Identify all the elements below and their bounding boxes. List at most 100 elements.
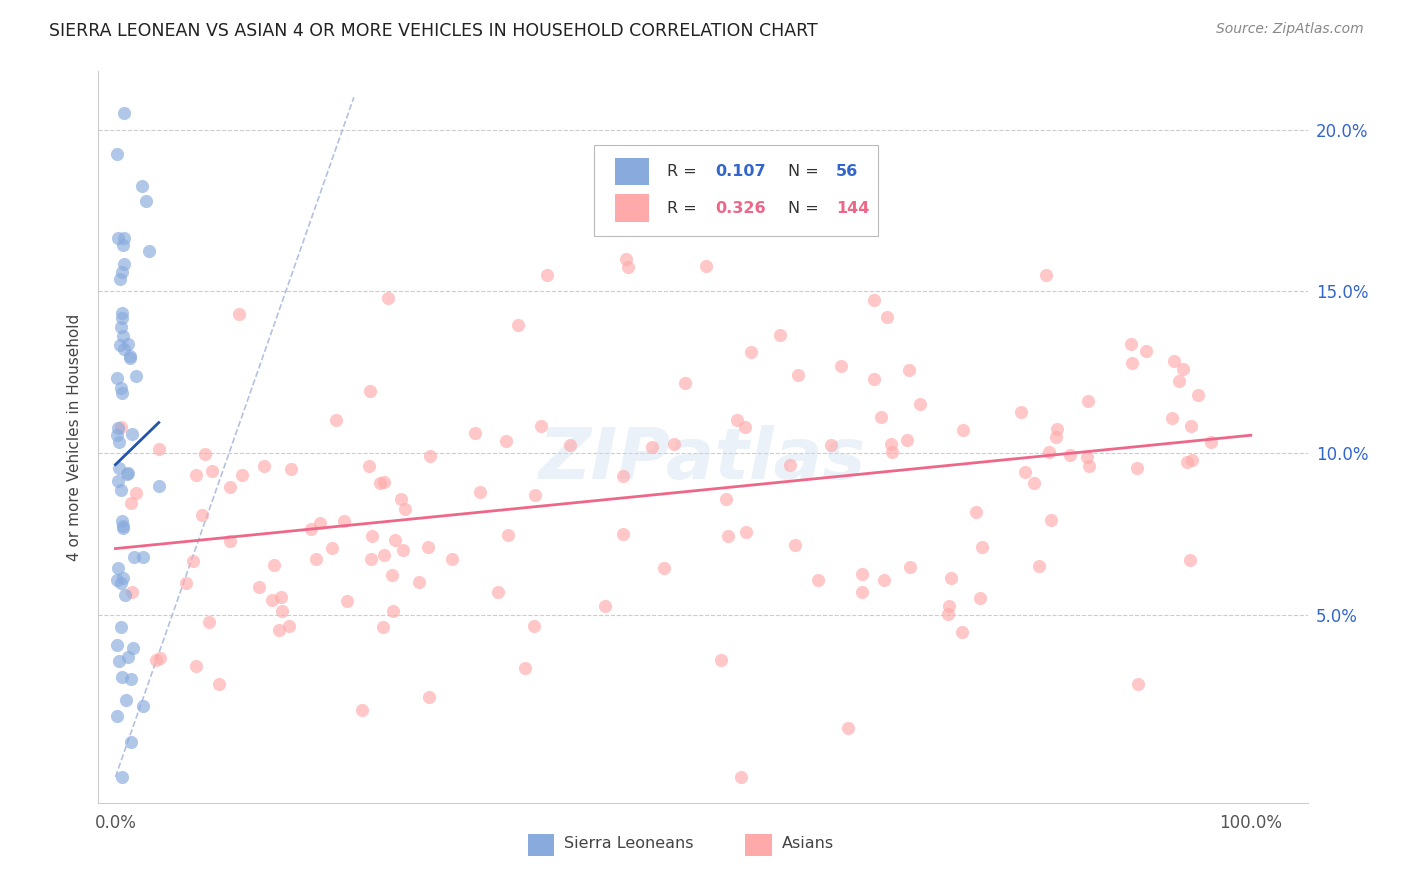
Point [371, 620, 394, 634]
Point [612, 527, 634, 541]
Point [970, 541, 993, 555]
Point [876, 310, 898, 325]
Point [969, 591, 991, 605]
Point [111, 310, 134, 325]
Point [695, 259, 717, 273]
Point [107, 474, 129, 488]
Point [110, 338, 132, 352]
Point [785, 538, 807, 552]
Point [125, 486, 148, 500]
Point [898, 363, 921, 377]
Point [368, 475, 391, 490]
Point [184, 658, 207, 673]
Point [873, 573, 896, 587]
Point [122, 549, 145, 564]
Point [1038, 445, 1060, 459]
Point [201, 464, 224, 478]
Point [1180, 419, 1202, 434]
Y-axis label: 4 or more Vehicles in Household: 4 or more Vehicles in Household [67, 313, 83, 561]
Point [938, 599, 960, 614]
Point [270, 590, 292, 604]
Point [851, 584, 873, 599]
Point [1160, 410, 1182, 425]
Point [1035, 268, 1057, 283]
Point [111, 670, 134, 684]
Point [112, 342, 135, 356]
Point [506, 318, 529, 332]
Text: 0.107: 0.107 [716, 164, 766, 179]
Point [896, 433, 918, 447]
Point [247, 580, 270, 594]
Point [1180, 553, 1202, 567]
Point [135, 194, 157, 208]
Point [524, 488, 547, 502]
Text: Sierra Leoneans: Sierra Leoneans [564, 836, 693, 851]
Point [730, 770, 752, 784]
Point [299, 522, 322, 536]
Point [333, 514, 356, 528]
Point [612, 468, 634, 483]
Point [1121, 357, 1143, 371]
Point [373, 548, 395, 562]
Point [807, 573, 830, 587]
Point [779, 458, 801, 472]
Point [108, 461, 131, 475]
Point [617, 260, 640, 274]
Point [114, 257, 136, 271]
Point [125, 369, 148, 384]
Point [111, 514, 134, 528]
Point [837, 721, 859, 735]
FancyBboxPatch shape [614, 158, 648, 186]
Point [270, 604, 292, 618]
Point [593, 599, 616, 614]
Point [110, 576, 132, 591]
Point [769, 327, 792, 342]
Point [381, 568, 404, 582]
Text: 0.326: 0.326 [716, 201, 766, 216]
Point [965, 505, 987, 519]
Point [558, 438, 581, 452]
Point [530, 419, 553, 434]
Point [117, 337, 139, 351]
Point [880, 437, 903, 451]
Text: R =: R = [666, 201, 702, 216]
Point [111, 265, 134, 279]
Point [950, 624, 973, 639]
Point [1010, 405, 1032, 419]
Point [1045, 430, 1067, 444]
Point [614, 252, 637, 266]
Point [787, 368, 810, 382]
Point [1181, 453, 1204, 467]
Point [359, 458, 381, 473]
Point [112, 231, 135, 245]
Text: 56: 56 [837, 164, 858, 179]
Point [734, 524, 756, 539]
Point [486, 584, 509, 599]
FancyBboxPatch shape [614, 194, 648, 222]
Point [112, 329, 135, 343]
Point [105, 146, 128, 161]
Point [208, 677, 231, 691]
Point [391, 542, 413, 557]
Point [107, 421, 129, 435]
Point [198, 615, 221, 629]
Point [851, 567, 873, 582]
Point [1187, 388, 1209, 402]
Point [830, 359, 852, 374]
FancyBboxPatch shape [745, 834, 772, 856]
Point [181, 553, 204, 567]
Point [1022, 475, 1045, 490]
Point [1135, 343, 1157, 358]
Point [219, 481, 242, 495]
Point [309, 516, 332, 530]
Point [360, 551, 382, 566]
Point [725, 413, 748, 427]
Point [716, 491, 738, 506]
Point [1059, 448, 1081, 462]
Point [194, 448, 217, 462]
Point [464, 425, 486, 440]
Point [107, 561, 129, 575]
Point [110, 385, 132, 400]
Point [1119, 337, 1142, 351]
Point [121, 585, 143, 599]
